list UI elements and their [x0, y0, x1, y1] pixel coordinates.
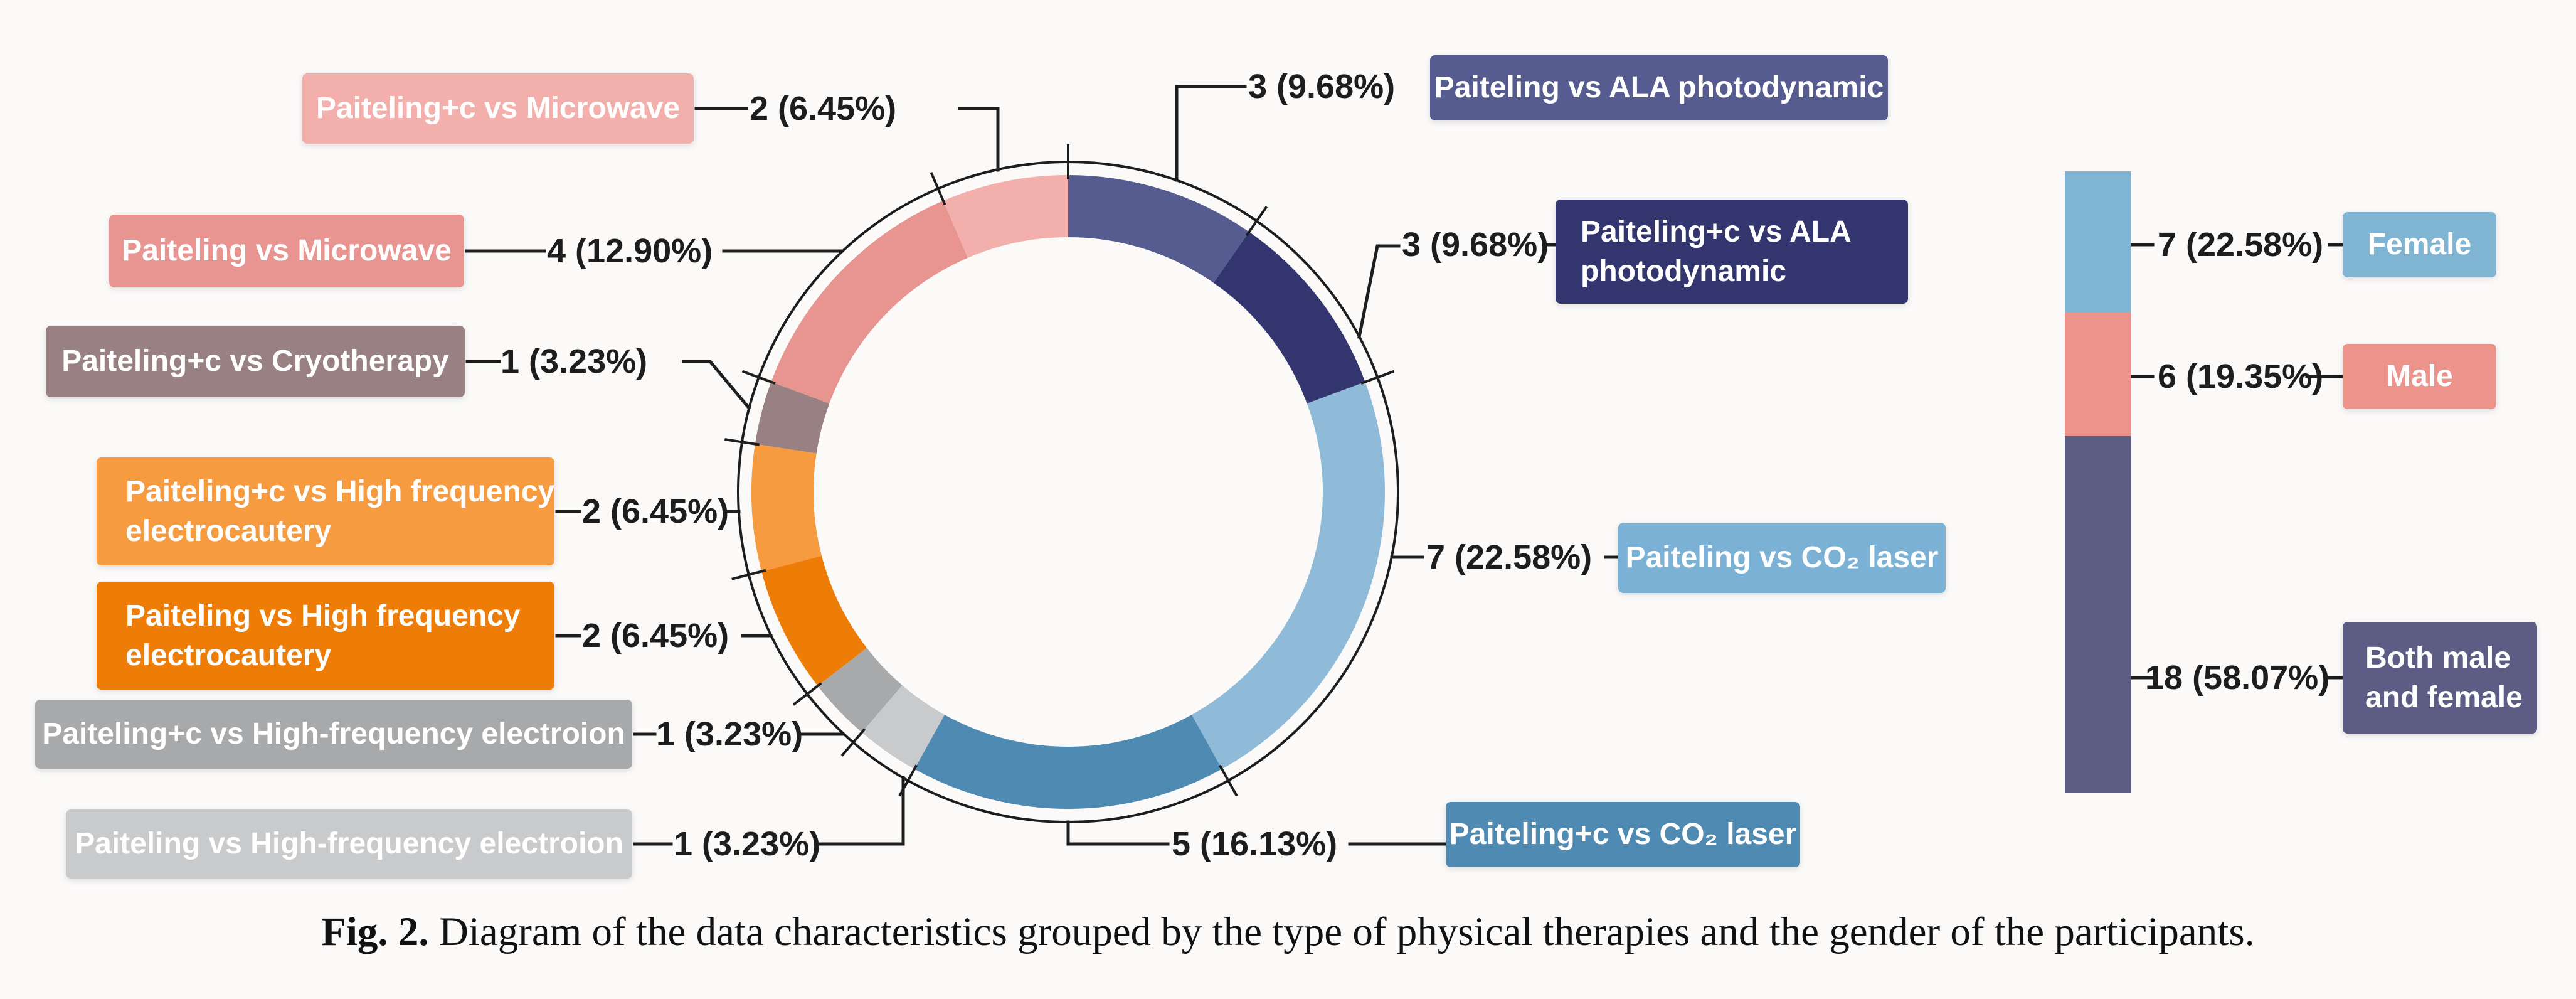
leader-line	[682, 360, 751, 410]
boundary-tick	[840, 728, 866, 757]
boundary-tick	[930, 172, 946, 206]
donut-segment	[1068, 175, 1249, 283]
leader-line	[958, 107, 1000, 172]
value-label: 4 (12.90%)	[547, 232, 713, 270]
bar-segment-female	[2065, 171, 2131, 312]
figure-caption-prefix: Fig. 2.	[321, 909, 429, 954]
donut-segment	[1192, 382, 1385, 769]
label-line: Paiteling+c vs High frequency	[125, 474, 555, 508]
label-line: photodynamic	[1581, 255, 1787, 288]
value-label: 3 (9.68%)	[1248, 68, 1396, 105]
donut-segments	[751, 175, 1385, 809]
donut-segment	[755, 382, 830, 454]
label-line: electrocautery	[125, 639, 332, 672]
label-box-paiteling-c-vs-high-frequency-electrocautery: Paiteling+c vs High frequency electrocau…	[97, 457, 554, 565]
label-line: Paiteling vs High frequency	[125, 599, 521, 633]
boundary-tick	[724, 438, 760, 446]
leader-line	[1357, 244, 1401, 339]
boundary-tick	[741, 370, 776, 385]
donut-segment	[943, 175, 1068, 258]
value-label: 2 (6.45%)	[582, 493, 729, 530]
label-box-paiteling-vs-high-frequency-electroion: Paiteling vs High-frequency electroion	[66, 809, 632, 879]
figure-caption: Fig. 2. Diagram of the data characterist…	[0, 909, 2576, 956]
donut-segment	[751, 444, 822, 572]
bar-segment-male	[2065, 312, 2131, 436]
boundary-tick	[1218, 764, 1238, 797]
leader-line	[1066, 820, 1170, 846]
value-label: 5 (16.13%)	[1172, 825, 1338, 863]
boundary-tick	[1245, 206, 1268, 237]
label-box-paiteling-c-vs-co2-laser: Paiteling+c vs CO₂ laser	[1446, 802, 1800, 867]
donut-segment	[862, 685, 945, 769]
label-box-paiteling-vs-microwave: Paiteling vs Microwave	[109, 215, 464, 287]
label-box-paiteling-c-vs-microwave: Paiteling+c vs Microwave	[302, 73, 694, 144]
label-box-male: Male	[2343, 344, 2496, 409]
value-label: 3 (9.68%)	[1402, 226, 1549, 264]
leader-lines	[465, 85, 2343, 846]
donut-segment	[817, 648, 903, 733]
label-box-both-male-and-female: Both male and female	[2343, 622, 2537, 734]
value-label: 7 (22.58%)	[2158, 226, 2324, 264]
label-line: electrocautery	[125, 515, 332, 548]
value-label: 2 (6.45%)	[582, 617, 729, 654]
label-box-paiteling-c-vs-cryotherapy: Paiteling+c vs Cryotherapy	[46, 326, 465, 397]
value-label: 1 (3.23%)	[656, 715, 803, 753]
boundary-tick	[792, 682, 822, 706]
value-label: 2 (6.45%)	[750, 90, 897, 127]
donut-boundary-ticks	[724, 144, 1395, 797]
boundary-tick	[731, 569, 766, 580]
label-box-paiteling-c-vs-ala-photodynamic: Paiteling+c vs ALA photodynamic	[1556, 200, 1908, 304]
label-line: Both male	[2365, 641, 2511, 675]
value-label: 1 (3.23%)	[674, 825, 821, 863]
label-box-paiteling-c-vs-high-frequency-electroion: Paiteling+c vs High-frequency electroion	[35, 700, 632, 769]
donut-segment	[761, 555, 867, 686]
label-box-paiteling-vs-ala-photodynamic: Paiteling vs ALA photodynamic	[1430, 55, 1888, 120]
value-label: 6 (19.35%)	[2158, 358, 2324, 395]
label-box-female: Female	[2343, 212, 2496, 277]
value-label: 1 (3.23%)	[501, 343, 648, 380]
donut-segment	[1213, 232, 1365, 403]
value-label: 18 (58.07%)	[2145, 659, 2330, 697]
leader-line	[1175, 85, 1247, 182]
figure-caption-text: Diagram of the data characteristics grou…	[428, 909, 2255, 954]
label-box-paiteling-vs-co2-laser: Paiteling vs CO₂ laser	[1618, 523, 1946, 593]
boundary-tick	[1360, 370, 1395, 385]
value-label: 7 (22.58%)	[1426, 538, 1593, 576]
donut-segment	[771, 200, 968, 403]
label-line: and female	[2365, 681, 2523, 714]
leader-line	[814, 776, 905, 846]
donut-segment	[914, 714, 1222, 809]
donut-outline-circle	[737, 161, 1399, 823]
bar-segment-both-male-and-female	[2065, 436, 2131, 793]
label-box-paiteling-vs-high-frequency-electrocautery: Paiteling vs High frequency electrocaute…	[97, 582, 554, 690]
label-line: Paiteling+c vs ALA	[1581, 215, 1852, 248]
